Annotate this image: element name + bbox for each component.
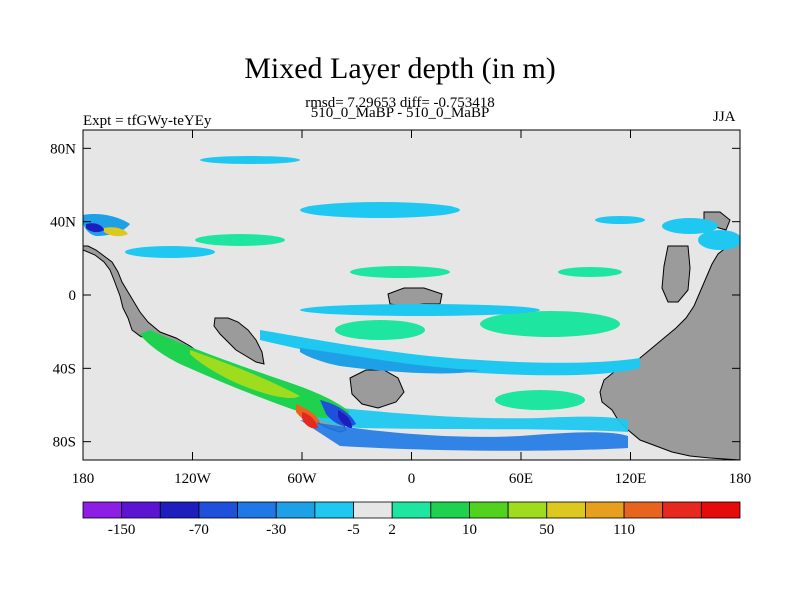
colorbar-swatch: [82, 501, 123, 519]
x-tick-label: 180: [729, 471, 752, 487]
colorbar-swatch: [391, 501, 432, 519]
colorbar-swatch: [623, 501, 664, 519]
colorbar-swatch: [546, 501, 586, 519]
x-tick-label: 0: [408, 471, 416, 487]
colorbar-swatch: [198, 501, 238, 519]
colorbar-swatch: [585, 501, 625, 519]
chart-title: Mixed Layer depth (in m): [244, 52, 556, 85]
x-tick-label: 120W: [174, 471, 212, 487]
field-drake-red: [302, 412, 318, 429]
y-tick-label: 0: [69, 288, 77, 304]
land-island-3: [661, 245, 691, 303]
stats-annotation: rmsd= 7.29653 diff= -0.753418: [305, 95, 495, 111]
chart-subtitle: 510_0_MaBP - 510_0_MaBP: [310, 105, 490, 121]
colorbar: -150 -70 -30 -5 2 10 50 110: [82, 501, 741, 538]
colorbar-swatch: [314, 501, 354, 519]
y-tick-label: 80S: [53, 435, 76, 451]
field-northern-green-2: [558, 267, 622, 277]
colorbar-swatch: [237, 501, 277, 519]
colorbar-label: -5: [347, 522, 360, 538]
colorbar-label: 50: [539, 522, 554, 538]
field-north-2: [698, 230, 740, 250]
field-north-7: [300, 304, 540, 316]
axis-ticks: 180 120W 60W 0 60E 120E 180 80N 40N 0 40S 80S: [50, 130, 751, 487]
field-north-5: [125, 246, 215, 258]
field-north-3: [200, 156, 300, 164]
map-plot-area: [83, 130, 740, 460]
field-drake-darkblue: [338, 410, 352, 428]
x-tick-label: 180: [72, 471, 95, 487]
y-tick-label: 40S: [53, 361, 76, 377]
x-tick-label: 60E: [509, 471, 533, 487]
colorbar-swatch: [662, 501, 702, 519]
field-nw-yellow: [104, 227, 128, 237]
y-tick-label: 80N: [50, 141, 76, 157]
colorbar-swatch: [507, 501, 548, 519]
field-indian-green-1: [480, 311, 620, 337]
colorbar-swatch: [121, 501, 161, 519]
colorbar-label: 2: [388, 522, 396, 538]
x-tick-label: 120E: [615, 471, 647, 487]
field-northern-green: [350, 266, 450, 278]
land-island-2: [349, 369, 405, 409]
field-southern-blue: [300, 420, 628, 451]
field-indian-green-2: [495, 390, 585, 410]
colorbar-label: -30: [266, 522, 286, 538]
field-northern-green-3: [195, 234, 285, 246]
field-pacific-band: [260, 330, 640, 376]
field-nw-darkblue: [86, 223, 104, 233]
colorbar-label: -70: [189, 522, 209, 538]
colorbar-swatch: [469, 501, 509, 519]
field-drake-yellow: [190, 350, 300, 399]
colorbar-swatch: [275, 501, 316, 519]
land-andes-region: [213, 317, 265, 365]
colorbar-swatch: [700, 501, 741, 519]
field-drake-orange: [296, 404, 320, 424]
colorbar-label: 110: [613, 522, 635, 538]
field-southern-lightblue: [300, 404, 628, 432]
colorbar-swatch: [353, 501, 393, 519]
colorbar-label: 10: [462, 522, 477, 538]
x-tick-label: 60W: [287, 471, 317, 487]
season-label: JJA: [713, 109, 736, 125]
colorbar-swatch: [159, 501, 200, 519]
field-north-6: [595, 216, 645, 224]
colorbar-label: -150: [108, 522, 136, 538]
field-indian-green-3: [335, 320, 425, 340]
field-north-4: [662, 218, 718, 234]
y-tick-label: 40N: [50, 215, 76, 231]
field-pacific-blue: [300, 348, 480, 374]
colorbar-swatch: [430, 501, 470, 519]
experiment-label: Expt = tfGWy-teYEy: [83, 113, 212, 129]
field-north-1: [300, 202, 460, 218]
